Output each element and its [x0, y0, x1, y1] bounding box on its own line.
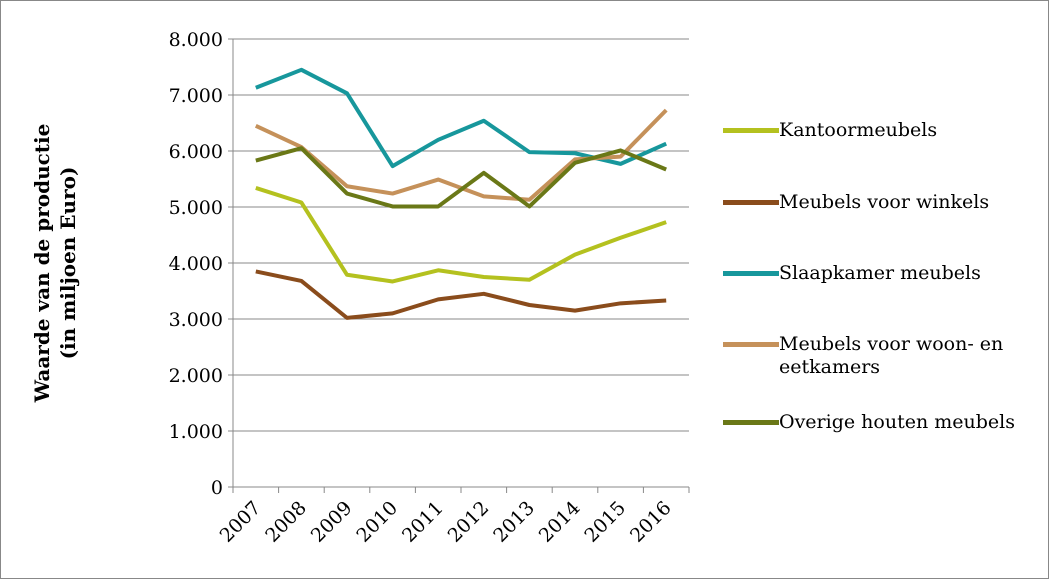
legend-label: Slaapkamer meubels [779, 262, 981, 284]
legend-label: Meubels voor winkels [779, 191, 990, 213]
y-tick-label: 5.000 [169, 197, 223, 219]
legend-item: Meubels voor winkels [723, 191, 1029, 214]
y-axis-title: (in miljoen Euro) [56, 167, 80, 360]
x-tick-label: 2011 [398, 497, 448, 547]
legend-swatch [723, 420, 779, 425]
x-tick-label: 2012 [444, 497, 494, 547]
legend-item: Meubels voor woon- en eetkamers [723, 333, 1029, 379]
y-tick-label: 4.000 [169, 253, 223, 275]
series-line [255, 269, 667, 320]
y-tick-label: 8.000 [169, 29, 223, 51]
y-tick-label: 2.000 [169, 365, 223, 387]
series-line [255, 186, 667, 284]
x-tick-label: 2007 [216, 497, 266, 547]
x-tick-label: 2009 [307, 497, 357, 547]
x-tick-label: 2016 [626, 497, 676, 547]
legend-swatch [723, 342, 779, 347]
x-tick-label: 2013 [489, 497, 539, 547]
y-tick-label: 0 [211, 477, 223, 499]
legend-item: Slaapkamer meubels [723, 262, 1029, 285]
x-tick-label: 2014 [535, 497, 585, 547]
legend-swatch [723, 271, 779, 276]
x-tick-label: 2010 [352, 497, 402, 547]
y-tick-label: 3.000 [169, 309, 223, 331]
legend-label: Kantoormeubels [779, 119, 938, 141]
legend-label: Overige houten meubels [779, 411, 1015, 433]
legend-swatch [723, 128, 779, 133]
y-tick-label: 1.000 [169, 421, 223, 443]
series-line [255, 146, 667, 209]
legend-swatch [723, 200, 779, 205]
y-axis-title: Waarde van de productie [30, 124, 54, 404]
y-tick-label: 6.000 [169, 141, 223, 163]
legend-item: Overige houten meubels [723, 411, 1029, 434]
x-tick-label: 2008 [261, 497, 311, 547]
legend-item: Kantoormeubels [723, 119, 1029, 142]
x-tick-label: 2015 [580, 497, 630, 547]
series-line [255, 67, 668, 169]
y-tick-label: 7.000 [169, 85, 223, 107]
legend-label: Meubels voor woon- en eetkamers [779, 333, 1004, 378]
